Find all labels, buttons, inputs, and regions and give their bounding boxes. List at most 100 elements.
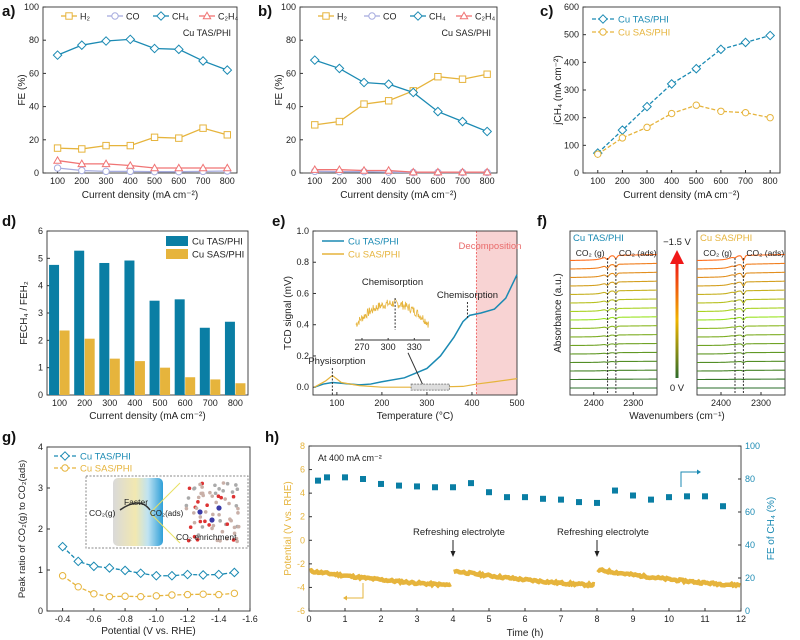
y-tick-label: 2: [38, 335, 43, 345]
y2-tick-label: 20: [745, 573, 755, 583]
sample-label: Cu TAS/PHI: [183, 28, 231, 38]
series-line-0: [314, 73, 488, 126]
x-axis-label: Current density (mA cm⁻²): [89, 411, 205, 422]
legend-marker: [413, 11, 423, 21]
y-tick-label: 0.8: [296, 257, 309, 267]
legend-marker: [202, 11, 212, 20]
x-tick-label: 600: [430, 176, 445, 186]
atom: [221, 489, 225, 493]
data-point: [482, 167, 492, 176]
data-point: [740, 37, 751, 48]
spectrum-line: [696, 351, 786, 355]
spectrum-line: [696, 262, 786, 270]
fe-data-point: [558, 496, 564, 503]
y-tick-label: 300: [564, 85, 579, 95]
data-point: [642, 101, 652, 112]
bar: [109, 358, 120, 395]
legend-label: CH₄: [172, 12, 189, 22]
bar: [185, 377, 196, 395]
x-tick-label: 100: [590, 176, 605, 186]
y-tick-label: 4: [300, 488, 305, 498]
x-tick-label: 9: [630, 614, 635, 624]
x-tick-label: 600: [713, 176, 728, 186]
data-point: [667, 109, 676, 118]
atom: [223, 497, 227, 501]
legend-label: H₂: [337, 12, 347, 22]
data-point: [73, 556, 84, 567]
panel-label: g): [2, 429, 16, 446]
legend-label: CH₄: [429, 12, 446, 22]
data-point: [53, 164, 62, 172]
x-axis-label: Current density (mA cm⁻²): [340, 190, 456, 201]
y2-tick-label: 100: [745, 441, 760, 451]
atom: [232, 531, 237, 536]
x-tick-label: 1: [342, 614, 347, 624]
y-tick-label: 80: [286, 35, 296, 45]
legend-label: Cu TAS/PHI: [348, 237, 399, 248]
atom: [184, 503, 189, 508]
x-tick-label: -0.6: [86, 614, 102, 624]
atom: [205, 503, 209, 507]
series-line-0: [57, 127, 228, 150]
fe-data-point: [648, 496, 654, 503]
data-point: [175, 134, 183, 142]
data-point: [741, 108, 750, 117]
atom: [218, 538, 222, 543]
arrow-head-icon: [450, 551, 456, 557]
legend-label: Cu TAS/PHI: [192, 237, 243, 248]
y-tick-label: 0: [38, 606, 43, 616]
atom: [210, 494, 215, 498]
data-point: [335, 117, 344, 126]
atom: [225, 481, 230, 486]
y-tick-label: 4: [38, 281, 43, 291]
data-point: [359, 77, 369, 88]
legend-label: Cu TAS/PHI: [80, 452, 131, 463]
fe-data-point: [432, 484, 438, 491]
y2-tick-label: 0: [745, 606, 750, 616]
potential-top-label: −1.5 V: [663, 237, 691, 248]
x-tick-label: -0.4: [55, 614, 71, 624]
fe-data-point: [720, 503, 726, 510]
x-tick-label: 100: [50, 176, 65, 186]
y-tick-label: 400: [564, 57, 579, 67]
fe-data-point: [342, 474, 348, 481]
cu-atom: [209, 517, 215, 523]
atom: [236, 524, 241, 529]
series-line-1: [62, 575, 235, 598]
atom: [192, 511, 196, 515]
spectrum-line: [569, 334, 658, 338]
x-tick-label: 600: [171, 176, 186, 186]
y2-axis-label: FE of CH₄ (%): [766, 497, 777, 561]
data-point: [167, 570, 177, 581]
y-tick-label: 600: [564, 2, 579, 12]
x-tick-label: 500: [689, 176, 704, 186]
y-tick-label: 500: [564, 30, 579, 40]
refresh-label: Refreshing electrolyte: [413, 527, 505, 538]
y-tick-label: 5: [38, 253, 43, 263]
data-point: [120, 565, 130, 576]
atom: [186, 538, 191, 543]
inset-signal: [355, 298, 430, 328]
legend-label: C₂H₄: [475, 12, 495, 22]
y-tick-label: 6: [38, 226, 43, 236]
x-tick-label: 6: [522, 614, 527, 624]
series-line-1: [57, 167, 228, 173]
data-point: [126, 141, 134, 150]
x-tick-label: 7: [558, 614, 563, 624]
data-point: [457, 167, 468, 176]
panel-f: f) 2400 2300 Cu TAS/PHI CO₂ (g) CO₂ (ads) 2400…: [537, 213, 786, 422]
fe-data-point: [612, 487, 618, 494]
bar: [160, 367, 171, 395]
atom: [217, 487, 221, 491]
x-tick-label: 800: [480, 176, 495, 186]
legend-marker: [459, 11, 469, 20]
data-point: [150, 133, 159, 142]
panel-c: 100 200 300 400 500 600 700 800 0 100 200 300 400 500…: [540, 2, 781, 201]
bar: [134, 361, 145, 395]
y2-tick-label: 40: [745, 540, 755, 550]
x-tick-label: -1.2: [180, 614, 196, 624]
data-point: [433, 167, 443, 176]
spectrum-line: [569, 253, 658, 262]
co2-ads-label: CO₂(ads): [150, 509, 184, 518]
data-point: [151, 570, 162, 581]
